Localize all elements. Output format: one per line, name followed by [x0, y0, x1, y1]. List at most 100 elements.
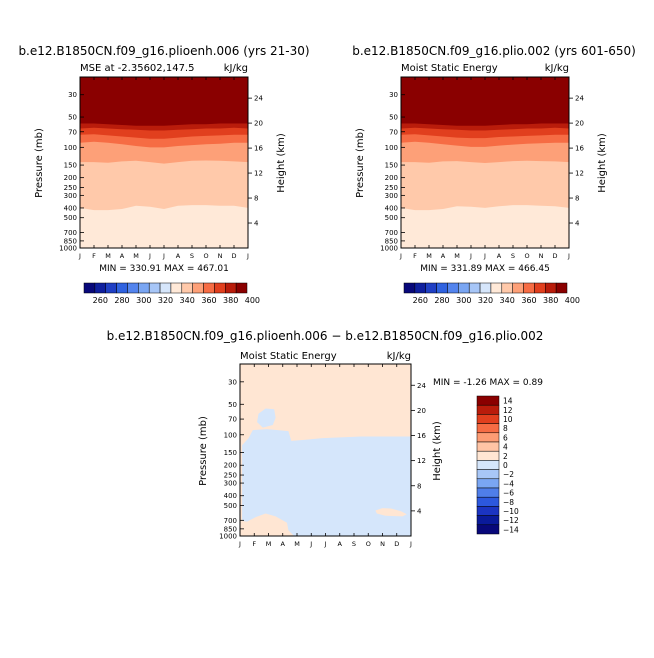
- x-tick-label: J: [148, 252, 151, 260]
- colorbar-box: [476, 404, 500, 415]
- x-tick-label: A: [441, 252, 446, 260]
- y-tick-label: 850: [385, 237, 398, 245]
- y-tick-label: 300: [64, 192, 77, 200]
- colorbar-box: [181, 282, 193, 294]
- plot-area: J F M A M J J A S O N D J305070100150200250300400500…: [219, 363, 426, 548]
- x-tick-label: D: [552, 252, 557, 260]
- contour-fill: [240, 364, 411, 536]
- x-tick-label: S: [352, 540, 356, 548]
- y-tick-label: 500: [385, 214, 398, 222]
- y-tick-label: 30: [68, 91, 77, 99]
- x-tick-label: S: [190, 252, 194, 260]
- colorbar-tick-label: 360: [521, 296, 536, 305]
- colorbar-tick-label: −8: [503, 498, 514, 507]
- y2-tick-label: 24: [575, 95, 584, 103]
- y2-tick-label: 16: [417, 432, 426, 440]
- colorbar-tick-label: −6: [503, 489, 514, 498]
- colorbar-tick-label: 320: [158, 296, 173, 305]
- colorbar-box: [436, 282, 448, 294]
- y-tick-label: 1000: [380, 245, 398, 253]
- y-tick-label: 100: [385, 144, 398, 152]
- y-tick-label: 70: [228, 416, 237, 424]
- x-tick-label: A: [281, 540, 286, 548]
- colorbar-box: [523, 282, 535, 294]
- negative-region-mid-island: [386, 444, 407, 459]
- y-tick-label: 300: [385, 192, 398, 200]
- colorbar-box: [512, 282, 524, 294]
- colorbar-box: [170, 282, 183, 294]
- y-tick-label: 30: [389, 91, 398, 99]
- y-tick-label: 150: [64, 162, 77, 170]
- negative-region-upper: [257, 408, 276, 428]
- colorbar-box: [235, 282, 248, 294]
- contour-fill: [401, 77, 569, 248]
- x-tick-label: J: [567, 252, 570, 260]
- y-tick-label: 1000: [59, 245, 77, 253]
- x-tick-label: N: [539, 252, 544, 260]
- colorbar-box: [545, 282, 557, 294]
- colorbar-box: [203, 282, 215, 294]
- colorbar-box: [534, 282, 546, 294]
- x-tick-label: A: [120, 252, 125, 260]
- y-tick-label: 300: [224, 480, 237, 488]
- x-tick-label: A: [176, 252, 181, 260]
- x-tick-label: M: [105, 252, 111, 260]
- plot-area: J F M A M J J A S O N D J305070100150200250300400500…: [380, 76, 584, 260]
- stats-text: MIN = 330.91 MAX = 467.01: [99, 264, 229, 274]
- x-tick-label: M: [426, 252, 432, 260]
- case-title: b.e12.B1850CN.f09_g16.plioenh.006 (yrs 2…: [18, 44, 309, 58]
- colorbar-box: [225, 282, 237, 294]
- y-tick-label: 200: [385, 174, 398, 182]
- contour-band-400: [401, 77, 569, 122]
- colorbar-box: [192, 282, 204, 294]
- colorbar-tick-label: 400: [245, 296, 260, 305]
- colorbar-box: [414, 282, 426, 294]
- colorbar-box: [148, 282, 161, 294]
- units-label: kJ/kg: [545, 63, 569, 74]
- colorbar-top-right: 260 280 300 320 340 360 380 400: [403, 282, 580, 305]
- y-tick-label: 70: [389, 128, 398, 136]
- y-tick-label: 150: [385, 162, 398, 170]
- colorbar-tick-label: 12: [503, 406, 513, 415]
- y-tick-label: 50: [228, 401, 237, 409]
- y-tick-label: 100: [64, 144, 77, 152]
- y2-tick-label: 8: [417, 482, 421, 490]
- y2-tick-label: 12: [254, 170, 263, 178]
- y-axis-label: Pressure (mb): [198, 416, 209, 486]
- colorbar-box: [476, 506, 500, 516]
- y2-tick-label: 20: [417, 407, 426, 415]
- colorbar-box: [476, 524, 500, 535]
- colorbar-tick-label: −12: [503, 516, 519, 525]
- x-tick-label: J: [324, 540, 327, 548]
- colorbar-tick-label: 280: [114, 296, 129, 305]
- x-tick-label: F: [92, 252, 96, 260]
- colorbar-tick-label: 0: [503, 461, 508, 470]
- colorbar-box: [476, 450, 500, 461]
- y-tick-label: 500: [64, 214, 77, 222]
- panel-top-left: b.e12.B1850CN.f09_g16.plioenh.006 (yrs 2…: [18, 44, 309, 274]
- y2-tick-label: 4: [575, 220, 580, 228]
- y2-tick-label: 24: [417, 382, 426, 390]
- contour-band-400: [80, 77, 248, 122]
- colorbar-box: [501, 282, 513, 294]
- y2-tick-label: 4: [254, 220, 259, 228]
- x-tick-label: A: [497, 252, 502, 260]
- colorbar-tick-label: 10: [503, 415, 513, 424]
- stats-text: MIN = -1.26 MAX = 0.89: [433, 378, 543, 388]
- y2-tick-label: 20: [575, 120, 584, 128]
- x-tick-label: M: [133, 252, 139, 260]
- y-tick-label: 850: [64, 237, 77, 245]
- case-title: b.e12.B1850CN.f09_g16.plioenh.006 − b.e1…: [107, 329, 544, 343]
- x-tick-label: J: [469, 252, 472, 260]
- colorbar-box: [476, 469, 500, 480]
- colorbar-tick-label: 260: [413, 296, 428, 305]
- x-tick-label: N: [380, 540, 385, 548]
- y-tick-label: 400: [64, 204, 77, 212]
- colorbar-box: [214, 282, 226, 294]
- y-axis-label: Pressure (mb): [34, 128, 45, 198]
- y-tick-label: 700: [64, 229, 77, 237]
- x-tick-label: O: [203, 252, 208, 260]
- colorbar-box: [476, 432, 500, 443]
- y-axis-label: Pressure (mb): [355, 128, 366, 198]
